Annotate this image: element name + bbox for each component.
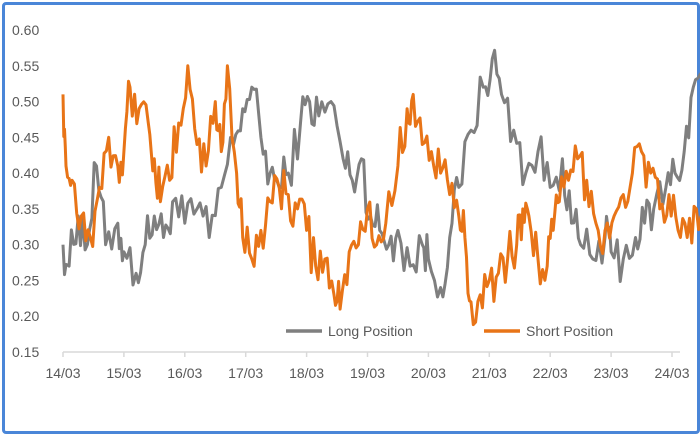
x-tick-label: 21/03 [472, 365, 507, 381]
x-tick-label: 18/03 [289, 365, 324, 381]
legend-label-long-position: Long Position [328, 323, 413, 339]
series-line-long-position [61, 48, 700, 299]
legend-label-short-position: Short Position [526, 323, 613, 339]
x-tick-label: 20/03 [411, 365, 446, 381]
y-tick-label: 0.30 [12, 237, 39, 253]
x-tick-label: 17/03 [228, 365, 263, 381]
series-line-short-position [61, 64, 700, 327]
y-tick-label: 0.40 [12, 165, 39, 181]
x-tick-label: 19/03 [350, 365, 385, 381]
y-tick-label: 0.45 [12, 129, 39, 145]
x-tick-label: 22/03 [533, 365, 568, 381]
y-tick-label: 0.55 [12, 58, 39, 74]
y-tick-label: 0.25 [12, 272, 39, 288]
x-tick-label: 23/03 [594, 365, 629, 381]
x-tick-label: 16/03 [167, 365, 202, 381]
y-tick-label: 0.60 [12, 22, 39, 38]
y-tick-label: 0.50 [12, 94, 39, 110]
x-tick-label: 15/03 [106, 365, 141, 381]
y-tick-label: 0.15 [12, 344, 39, 360]
y-tick-label: 0.35 [12, 201, 39, 217]
x-tick-label: 14/03 [45, 365, 80, 381]
x-tick-label: 24/03 [654, 365, 689, 381]
y-tick-label: 0.20 [12, 308, 39, 324]
